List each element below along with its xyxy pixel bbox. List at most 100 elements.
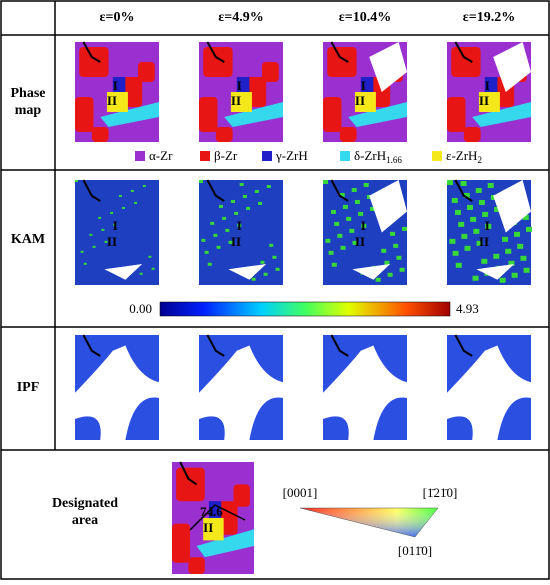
blob — [463, 127, 481, 142]
speck — [354, 199, 360, 204]
speck — [478, 199, 485, 205]
region — [75, 345, 159, 440]
speck — [502, 236, 509, 242]
ipf-triangle-shade — [299, 507, 439, 538]
speck — [325, 238, 331, 243]
speck — [384, 260, 390, 265]
speck — [228, 240, 233, 244]
speck — [346, 216, 352, 221]
legend-label: β-Zr — [214, 148, 238, 163]
colorbar-min: 0.00 — [129, 301, 152, 316]
speck — [342, 204, 348, 209]
content: ε=0% ε=4.9% ε=10.4% ε=19.2% Phase map KAM IPF De… — [11, 10, 533, 574]
boundary — [82, 41, 101, 63]
blob — [484, 77, 498, 92]
region — [104, 264, 143, 280]
blob — [224, 102, 283, 127]
speck — [213, 233, 218, 237]
speck — [464, 245, 471, 251]
legend-swatch — [432, 151, 442, 161]
speck — [452, 250, 459, 256]
boundary — [206, 334, 225, 357]
speck — [216, 245, 221, 249]
blob — [172, 523, 191, 563]
speck — [370, 206, 376, 211]
speck — [482, 211, 489, 217]
speck — [463, 192, 470, 198]
blob — [79, 47, 109, 77]
region — [199, 345, 283, 440]
speck — [390, 231, 396, 236]
column-header: ε=4.9% — [218, 10, 263, 25]
boundary — [330, 41, 349, 63]
speck — [199, 180, 203, 183]
speck — [451, 197, 458, 203]
speck — [254, 189, 259, 193]
map-kam: III — [447, 179, 533, 285]
speck — [351, 187, 357, 192]
speck — [337, 233, 343, 238]
boundary — [82, 179, 101, 202]
blob — [215, 127, 233, 142]
speck — [237, 223, 242, 227]
column-header: ε=10.4% — [339, 10, 391, 25]
speck — [399, 267, 405, 272]
grain-label: II — [107, 234, 117, 249]
speck — [139, 272, 143, 275]
legend-swatch — [340, 151, 350, 161]
blob — [208, 501, 222, 518]
region — [228, 264, 267, 280]
blob — [360, 77, 374, 92]
speck — [505, 248, 512, 254]
row-label: IPF — [17, 380, 40, 395]
speck — [110, 211, 114, 214]
speck — [511, 272, 518, 278]
grain-label: II — [355, 93, 365, 108]
blob — [112, 77, 126, 92]
blob — [354, 92, 376, 112]
speck — [473, 228, 480, 234]
colorbar — [159, 301, 451, 317]
legend-subscript: 2 — [477, 155, 482, 165]
map-ipf — [323, 334, 407, 440]
legend-label: δ-ZrH1.66 — [354, 148, 402, 165]
angle-lines — [189, 504, 246, 531]
boundary — [454, 41, 473, 63]
map-phase: III — [323, 41, 407, 142]
speck — [225, 228, 230, 232]
speck — [523, 267, 530, 273]
speck — [151, 267, 155, 270]
speck — [363, 182, 369, 187]
map-kam: III — [75, 179, 159, 285]
hole — [493, 42, 531, 92]
speck — [251, 277, 256, 281]
speck — [466, 204, 473, 210]
row-label: KAM — [11, 232, 45, 247]
speck — [130, 189, 134, 192]
speck — [454, 209, 461, 215]
map-kam: III — [199, 179, 283, 285]
speck — [402, 226, 408, 231]
hole — [369, 42, 407, 92]
colorbar-max: 4.93 — [456, 301, 479, 316]
speck — [323, 180, 328, 184]
grain-label: I — [113, 218, 118, 233]
speck — [460, 180, 467, 186]
speck — [331, 262, 337, 267]
blob — [233, 484, 250, 507]
speck — [246, 206, 251, 210]
map-phase: III — [447, 41, 531, 142]
speck — [142, 184, 146, 187]
grain-label: I — [237, 78, 242, 93]
speck — [334, 221, 340, 226]
grain-label: I — [361, 218, 366, 233]
blob — [196, 529, 254, 558]
speck — [148, 255, 152, 258]
legend-swatch — [135, 151, 145, 161]
boundary — [179, 461, 198, 486]
speck — [487, 182, 494, 188]
speck — [517, 243, 524, 249]
speck — [339, 192, 345, 197]
ipf-label: [1̄21̄0] — [423, 485, 458, 500]
angle-label: 74.6 — [200, 504, 223, 519]
